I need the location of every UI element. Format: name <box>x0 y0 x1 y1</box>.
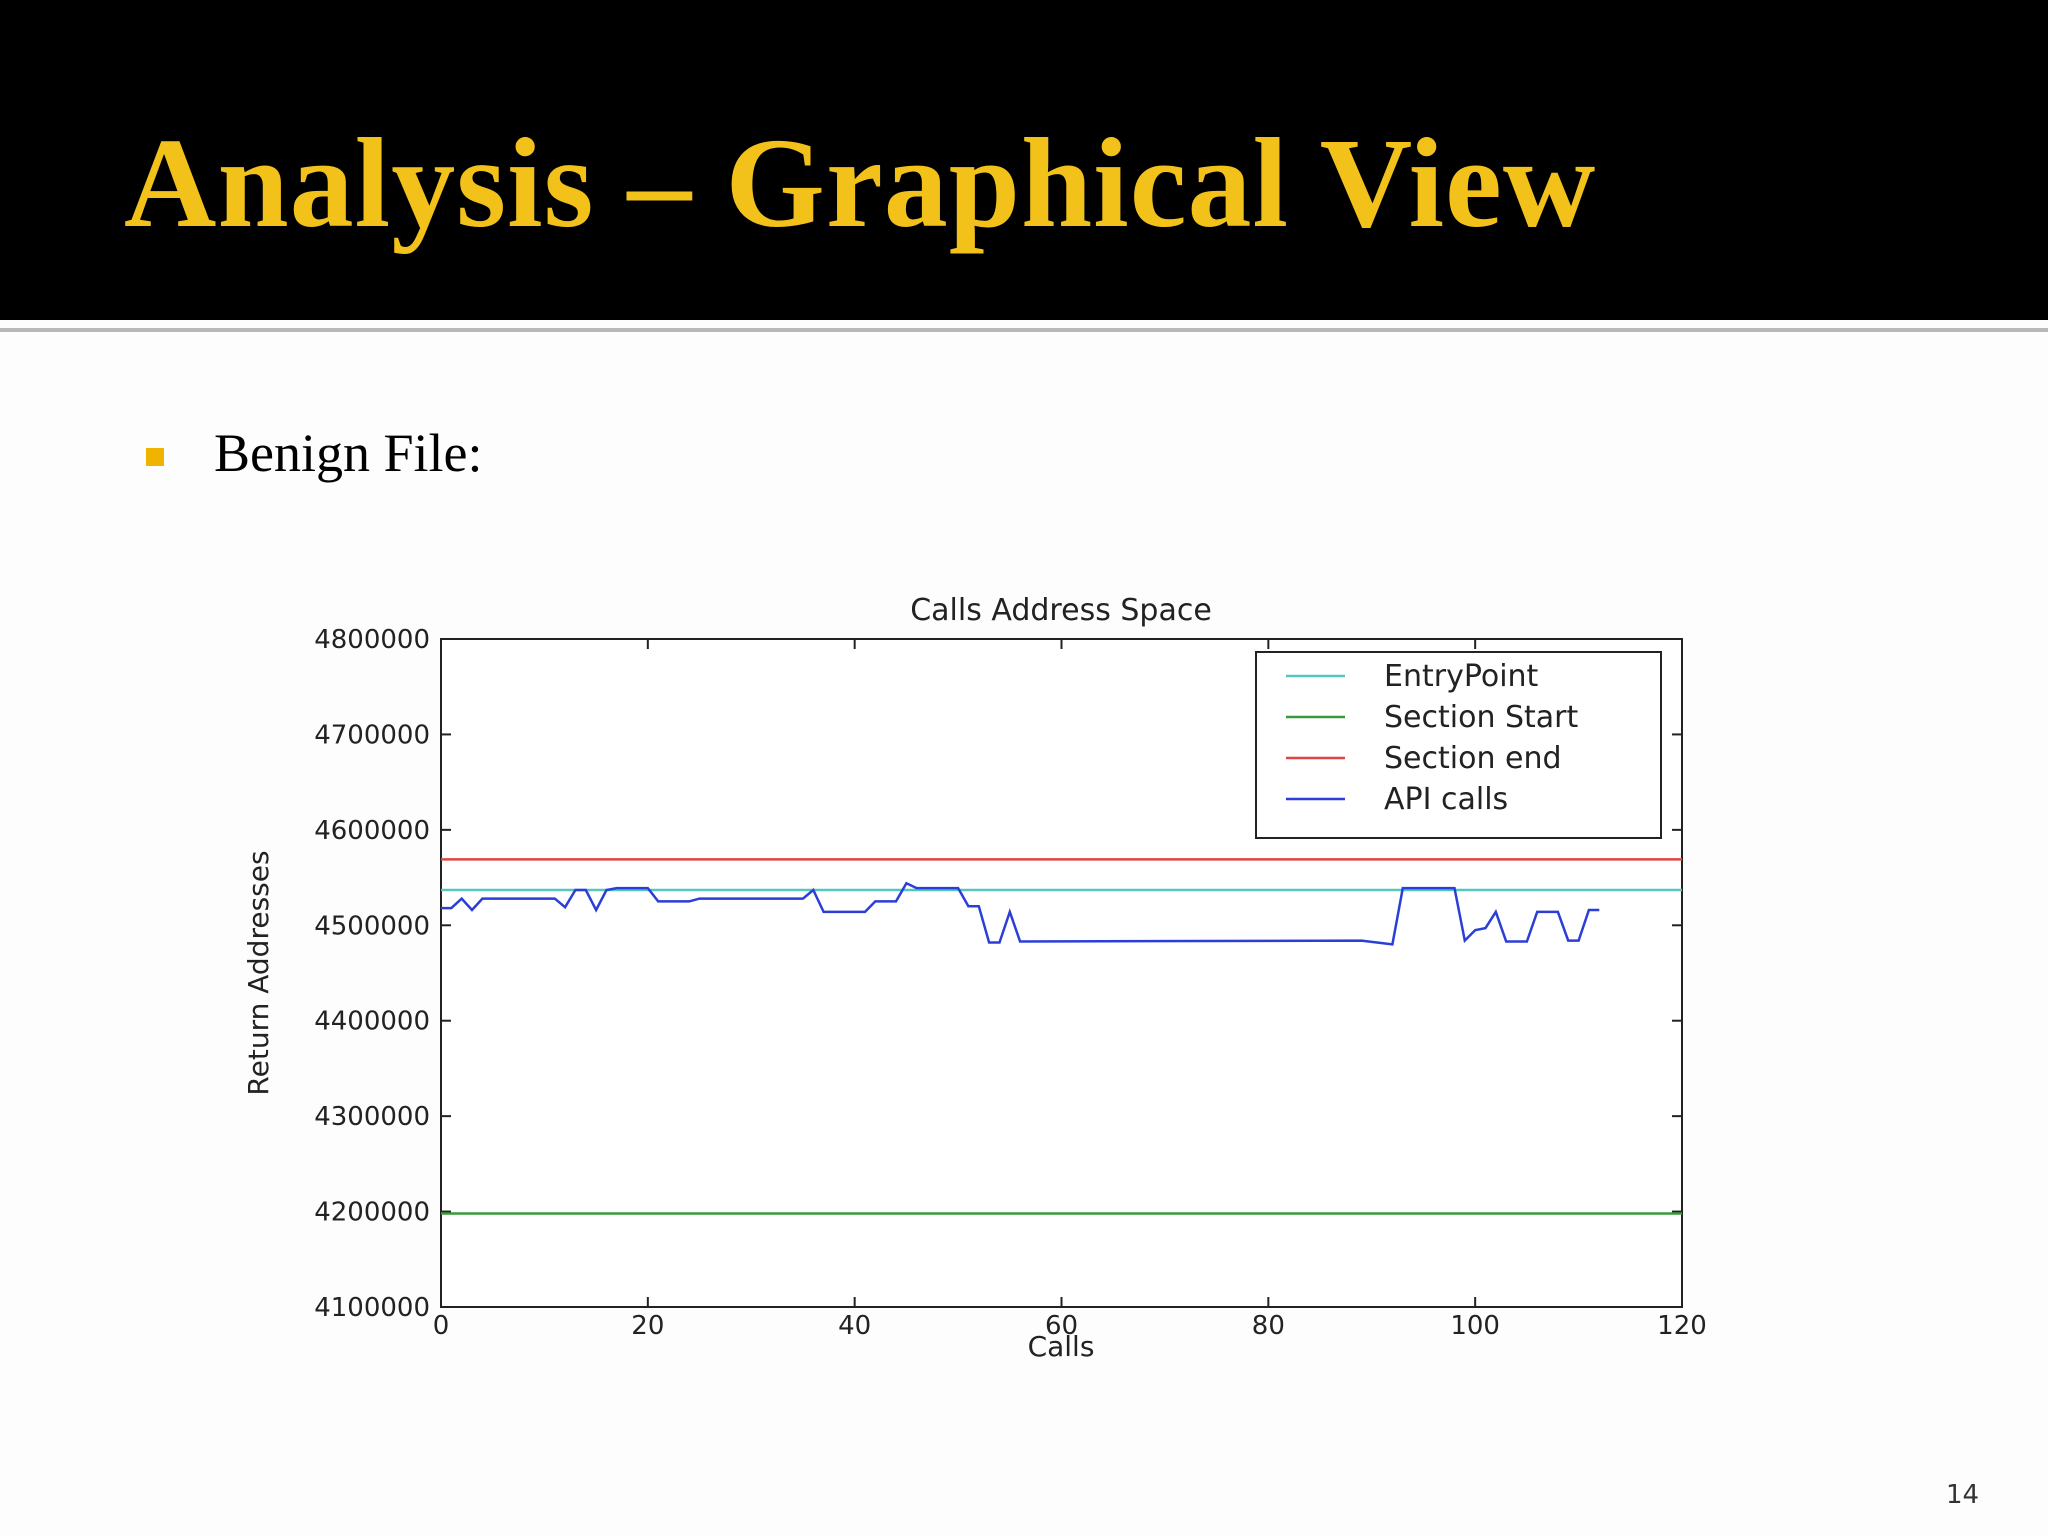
y-tick-label: 4500000 <box>314 911 430 941</box>
legend-label: EntryPoint <box>1384 659 1539 694</box>
chart-title: Calls Address Space <box>910 593 1212 628</box>
x-axis-label: Calls <box>1028 1330 1095 1363</box>
header-rule <box>0 328 2048 332</box>
x-tick-label: 60 <box>1045 1311 1078 1341</box>
x-tick-label: 120 <box>1657 1311 1707 1341</box>
slide-title: Analysis – Graphical View <box>124 112 1597 254</box>
y-tick-label: 4700000 <box>314 720 430 750</box>
legend-box <box>1255 651 1662 839</box>
x-tick-label: 80 <box>1252 1311 1285 1341</box>
x-tick-label: 0 <box>433 1311 450 1341</box>
legend-label: Section Start <box>1384 700 1579 735</box>
y-tick-label: 4100000 <box>314 1293 430 1323</box>
y-tick-label: 4400000 <box>314 1007 430 1037</box>
y-tick-label: 4300000 <box>314 1102 430 1132</box>
y-tick-label: 4200000 <box>314 1198 430 1228</box>
header-band <box>0 0 2048 320</box>
page-number: 14 <box>1946 1480 1980 1510</box>
x-tick-label: 40 <box>838 1311 871 1341</box>
data-line <box>441 881 1600 946</box>
y-tick-label: 4800000 <box>314 625 430 655</box>
bullet-text: Benign File: <box>214 423 483 483</box>
x-tick-label: 20 <box>631 1311 664 1341</box>
y-axis-label: Return Addresses <box>242 850 275 1095</box>
x-tick-label: 100 <box>1450 1311 1500 1341</box>
y-tick-label: 4600000 <box>314 816 430 846</box>
legend-label: Section end <box>1384 741 1562 776</box>
bullet-marker <box>146 448 164 466</box>
legend-label: API calls <box>1384 782 1508 817</box>
